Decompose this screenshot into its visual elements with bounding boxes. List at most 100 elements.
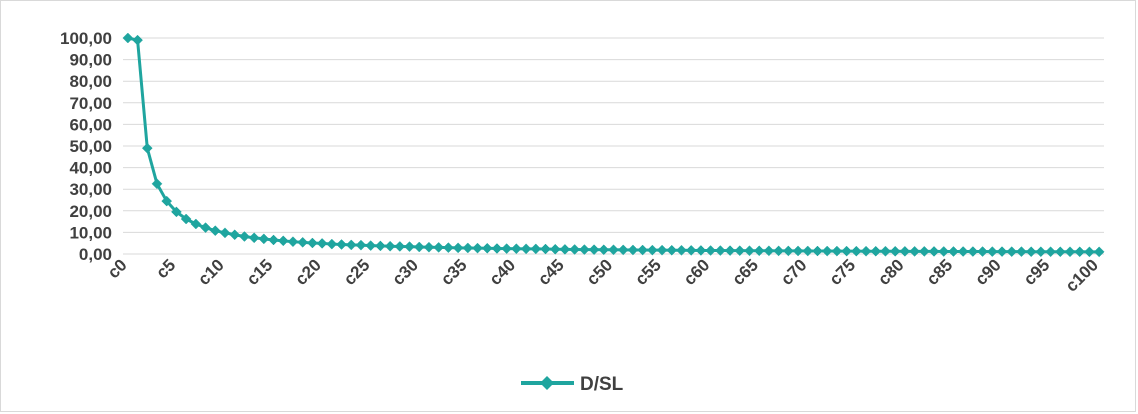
- x-tick-label: c10: [194, 255, 227, 288]
- data-point: [248, 232, 260, 244]
- data-point: [841, 245, 852, 257]
- data-point: [258, 233, 270, 245]
- data-point: [782, 245, 794, 257]
- data-point: [452, 242, 464, 254]
- data-point: [219, 227, 231, 239]
- data-point: [608, 244, 619, 256]
- series-d-sl: [122, 32, 1105, 258]
- data-point: [307, 237, 318, 249]
- data-point: [239, 231, 250, 242]
- data-point: [724, 245, 736, 256]
- data-point: [889, 245, 901, 257]
- series-line: [127, 36, 1100, 254]
- data-point: [1064, 246, 1076, 258]
- data-point: [394, 241, 406, 252]
- data-point: [850, 245, 862, 257]
- data-point: [141, 142, 153, 154]
- data-point: [549, 243, 561, 255]
- data-point: [685, 245, 697, 256]
- y-tick-label: 90,00: [69, 51, 112, 70]
- y-tick-label: 20,00: [69, 202, 112, 221]
- data-point: [326, 238, 338, 250]
- data-point: [511, 243, 522, 255]
- x-tick-label: c95: [1020, 255, 1053, 288]
- legend-label-d-sl: D/SL: [580, 374, 624, 395]
- data-point: [763, 245, 775, 257]
- data-point: [579, 244, 590, 255]
- data-point: [122, 32, 134, 44]
- y-tick-label: 80,00: [69, 72, 112, 91]
- data-point: [1006, 246, 1018, 257]
- x-axis: c0 c5 c10 c15 c20 c25 c30 c35 c40 c45 c50 c55 c60 c65…: [104, 255, 1102, 295]
- legend-diamond-marker: [540, 376, 554, 390]
- data-point: [375, 240, 386, 252]
- data-point: [491, 243, 503, 254]
- data-point: [773, 245, 784, 257]
- data-point: [899, 245, 911, 257]
- y-tick-label: 70,00: [69, 94, 112, 113]
- data-point: [928, 246, 940, 257]
- data-point: [268, 234, 279, 246]
- data-point: [802, 245, 814, 257]
- data-point: [744, 245, 755, 257]
- data-point: [1045, 246, 1056, 258]
- data-point: [171, 206, 182, 218]
- y-axis: 100,00 90,00 80,00 70,00 60,00 50,00 40,00 30,0…: [60, 29, 112, 264]
- y-tick-label: 10,00: [69, 223, 112, 242]
- data-point: [977, 246, 988, 257]
- data-point: [967, 246, 979, 257]
- data-point: [666, 244, 678, 256]
- data-point: [753, 245, 765, 257]
- data-point: [501, 243, 513, 254]
- data-point: [404, 241, 415, 253]
- data-point: [637, 244, 648, 256]
- data-point: [316, 238, 328, 249]
- data-point: [996, 246, 1008, 257]
- data-point: [1025, 246, 1037, 258]
- data-point: [345, 239, 357, 251]
- data-point: [676, 244, 687, 256]
- data-point: [472, 242, 483, 254]
- data-point: [433, 242, 445, 253]
- data-point: [918, 246, 930, 257]
- x-tick-label: c50: [583, 255, 616, 288]
- x-tick-label: c90: [971, 255, 1004, 288]
- data-point: [190, 218, 202, 230]
- data-point: [986, 246, 998, 257]
- data-point: [734, 245, 746, 257]
- x-tick-label: c75: [826, 255, 859, 288]
- data-point: [705, 245, 716, 256]
- data-point: [336, 239, 347, 250]
- data-point: [365, 240, 377, 251]
- data-point: [870, 245, 882, 257]
- x-tick-label: c55: [631, 255, 664, 288]
- y-tick-label: 100,00: [60, 29, 112, 48]
- y-tick-label: 30,00: [69, 180, 112, 199]
- data-point: [530, 243, 542, 255]
- data-point: [831, 245, 843, 257]
- legend: D/SL: [521, 374, 624, 395]
- x-tick-label: c100: [1062, 255, 1102, 295]
- x-tick-label: c25: [340, 255, 373, 288]
- data-point: [443, 242, 454, 253]
- data-point: [1035, 246, 1047, 258]
- data-point: [598, 244, 610, 256]
- data-point: [880, 245, 891, 257]
- x-tick-label: c30: [389, 255, 422, 288]
- data-point: [297, 236, 309, 248]
- data-point: [617, 244, 629, 256]
- data-point: [277, 235, 289, 247]
- x-tick-label: c70: [777, 255, 810, 288]
- data-point: [540, 243, 551, 255]
- y-tick-label: 50,00: [69, 137, 112, 156]
- data-point: [656, 244, 668, 256]
- x-tick-label: c5: [152, 255, 179, 282]
- data-point: [161, 195, 173, 207]
- data-point: [520, 243, 532, 255]
- data-point: [209, 225, 221, 237]
- data-point: [423, 241, 435, 253]
- x-tick-label: c15: [243, 255, 276, 288]
- data-point: [909, 246, 920, 257]
